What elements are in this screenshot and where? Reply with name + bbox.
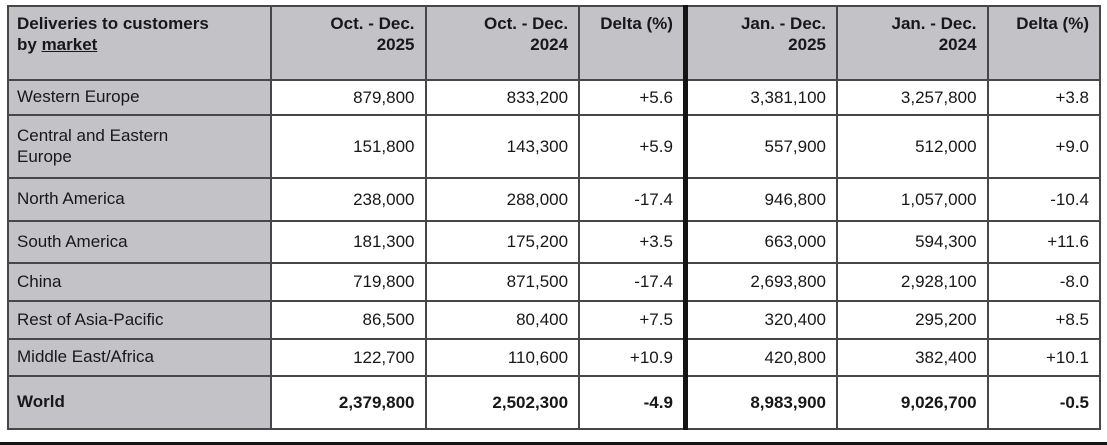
- market-cell: South America: [7, 220, 272, 264]
- delta-cell: -0.5: [986, 375, 1102, 430]
- value-cell: 175,200: [424, 220, 581, 264]
- header-cell-fy-2025: Jan. - Dec. 2025: [682, 5, 838, 81]
- table-row-world-total: World 2,379,800 2,502,300 -4.9 8,983,900…: [7, 375, 1102, 430]
- delta-cell: +9.0: [986, 114, 1102, 179]
- value-cell: 663,000: [682, 220, 838, 264]
- value-cell: 320,400: [682, 300, 838, 340]
- table-row-south-america: South America 181,300 175,200 +3.5 663,0…: [7, 220, 1102, 264]
- delta-cell: -17.4: [578, 177, 687, 222]
- value-cell: 2,928,100: [835, 262, 989, 302]
- delta-cell: +10.9: [578, 338, 687, 377]
- header-cell-market: Deliveries to customers by market: [7, 5, 272, 81]
- header-cell-q4-2025: Oct. - Dec. 2025: [269, 5, 427, 81]
- header-cell-q4-delta: Delta (%): [578, 5, 687, 81]
- delta-cell: +3.5: [578, 220, 687, 264]
- delta-cell: -17.4: [578, 262, 687, 302]
- deliveries-table: Deliveries to customers by market Oct. -…: [7, 5, 1102, 430]
- market-cell: Middle East/Africa: [7, 338, 272, 377]
- market-cell: Western Europe: [7, 79, 272, 116]
- value-cell: 3,257,800: [835, 79, 989, 116]
- value-cell: 295,200: [835, 300, 989, 340]
- value-cell: 3,381,100: [682, 79, 838, 116]
- delta-cell: +5.9: [578, 114, 687, 179]
- page: Deliveries to customers by market Oct. -…: [0, 5, 1107, 445]
- value-cell: 2,502,300: [424, 375, 581, 430]
- value-cell: 122,700: [269, 338, 427, 377]
- value-cell: 9,026,700: [835, 375, 989, 430]
- table-row-central-eastern-europe: Central and Eastern Europe 151,800 143,3…: [7, 114, 1102, 179]
- value-cell: 2,379,800: [269, 375, 427, 430]
- value-cell: 8,983,900: [682, 375, 838, 430]
- value-cell: 181,300: [269, 220, 427, 264]
- market-cell: Rest of Asia-Pacific: [7, 300, 272, 340]
- market-cell: North America: [7, 177, 272, 222]
- market-cell: World: [7, 375, 272, 430]
- header-cell-fy-delta: Delta (%): [986, 5, 1102, 81]
- value-cell: 719,800: [269, 262, 427, 302]
- header-cell-fy-2024: Jan. - Dec. 2024: [835, 5, 989, 81]
- value-cell: 238,000: [269, 177, 427, 222]
- value-cell: 110,600: [424, 338, 581, 377]
- header-title-line1: Deliveries to customers: [17, 14, 209, 33]
- delta-cell: +3.8: [986, 79, 1102, 116]
- value-cell: 2,693,800: [682, 262, 838, 302]
- table-body: Western Europe 879,800 833,200 +5.6 3,38…: [7, 79, 1102, 430]
- value-cell: 946,800: [682, 177, 838, 222]
- value-cell: 1,057,000: [835, 177, 989, 222]
- header-row: Deliveries to customers by market Oct. -…: [7, 5, 1102, 81]
- table-header: Deliveries to customers by market Oct. -…: [7, 5, 1102, 81]
- market-cell: China: [7, 262, 272, 302]
- value-cell: 833,200: [424, 79, 581, 116]
- delta-cell: +11.6: [986, 220, 1102, 264]
- value-cell: 80,400: [424, 300, 581, 340]
- table-row-western-europe: Western Europe 879,800 833,200 +5.6 3,38…: [7, 79, 1102, 116]
- delta-cell: +5.6: [578, 79, 687, 116]
- delta-cell: -10.4: [986, 177, 1102, 222]
- table-row-north-america: North America 238,000 288,000 -17.4 946,…: [7, 177, 1102, 222]
- delta-cell: +7.5: [578, 300, 687, 340]
- delta-cell: -4.9: [578, 375, 687, 430]
- header-cell-q4-2024: Oct. - Dec. 2024: [424, 5, 581, 81]
- table-row-china: China 719,800 871,500 -17.4 2,693,800 2,…: [7, 262, 1102, 302]
- value-cell: 143,300: [424, 114, 581, 179]
- value-cell: 512,000: [835, 114, 989, 179]
- value-cell: 382,400: [835, 338, 989, 377]
- value-cell: 871,500: [424, 262, 581, 302]
- bottom-rule: [0, 442, 1107, 445]
- header-title-line2-prefix: by: [17, 35, 42, 55]
- value-cell: 420,800: [682, 338, 838, 377]
- table-row-rest-of-asia-pacific: Rest of Asia-Pacific 86,500 80,400 +7.5 …: [7, 300, 1102, 340]
- delta-cell: +8.5: [986, 300, 1102, 340]
- value-cell: 557,900: [682, 114, 838, 179]
- value-cell: 594,300: [835, 220, 989, 264]
- value-cell: 151,800: [269, 114, 427, 179]
- delta-cell: +10.1: [986, 338, 1102, 377]
- header-title-market-underlined: market: [41, 35, 98, 55]
- delta-cell: -8.0: [986, 262, 1102, 302]
- value-cell: 86,500: [269, 300, 427, 340]
- value-cell: 288,000: [424, 177, 581, 222]
- market-cell: Central and Eastern Europe: [7, 114, 272, 179]
- table-row-middle-east-africa: Middle East/Africa 122,700 110,600 +10.9…: [7, 338, 1102, 377]
- value-cell: 879,800: [269, 79, 427, 116]
